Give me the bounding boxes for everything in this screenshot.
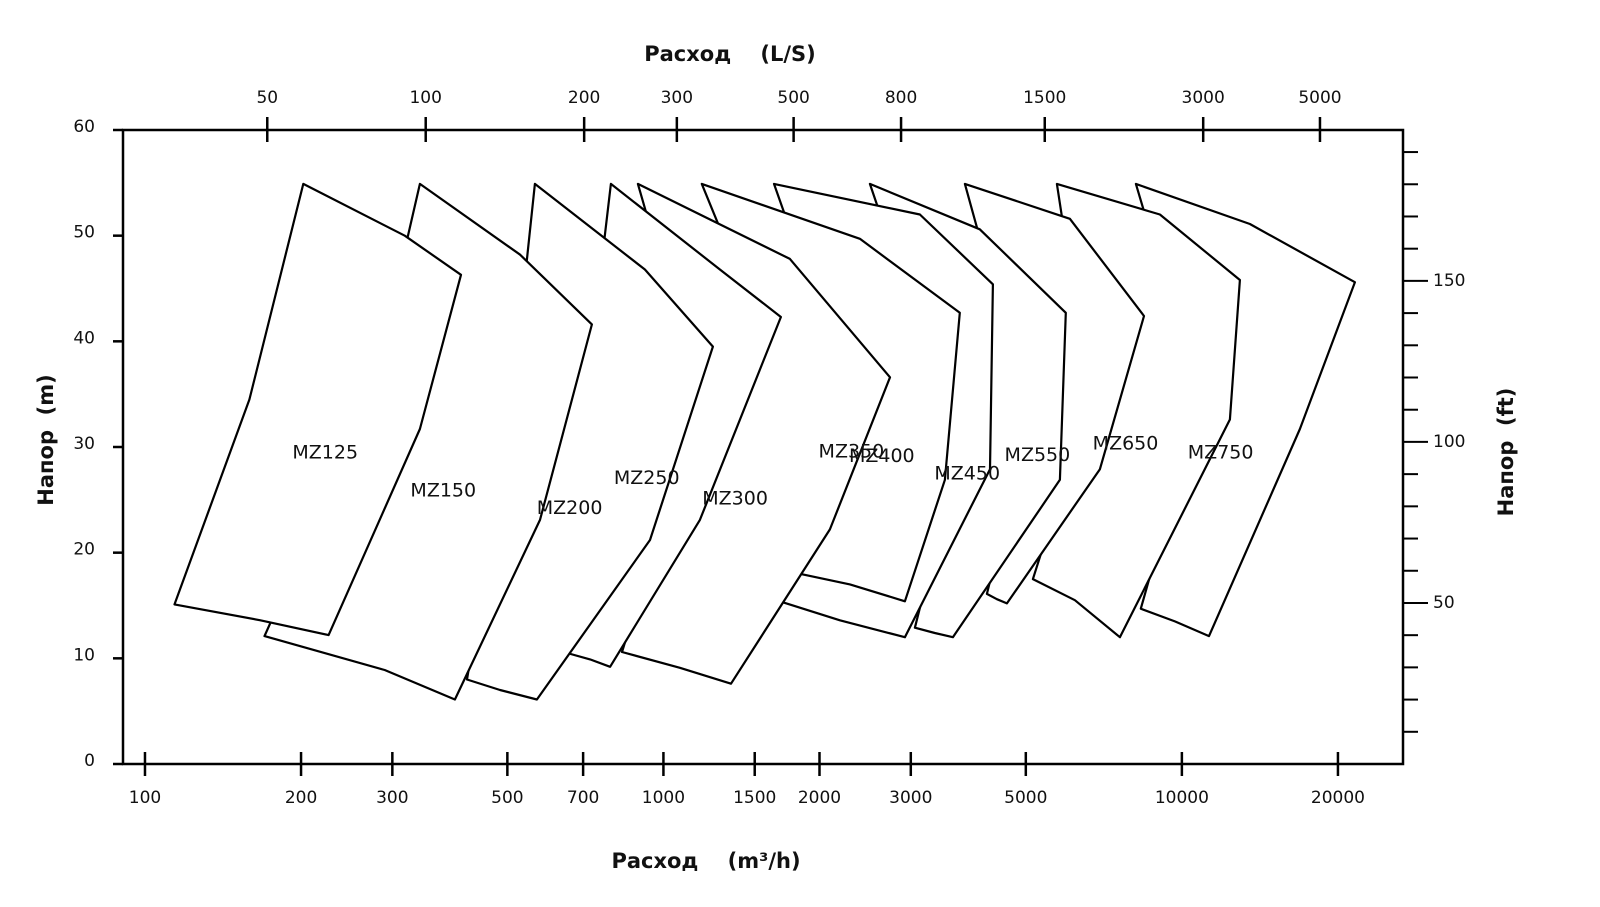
x2-tick-label: 100 [409,88,441,108]
zone-label: MZ400 [849,445,915,467]
zone-label: MZ200 [537,497,603,519]
x-tick-label: 1500 [733,788,776,808]
x2-tick-label: 800 [885,88,917,108]
x2-tick-label: 500 [777,88,809,108]
zone-label: MZ250 [614,467,680,489]
zone-label: MZ450 [934,463,1000,485]
y2-tick-label: 150 [1433,271,1465,291]
zone-label: MZ150 [410,480,476,502]
x2-tick-label: 200 [568,88,600,108]
x2-tick-label: 50 [256,88,278,108]
x-tick-label: 10000 [1155,788,1209,808]
x2-tick-label: 300 [661,88,693,108]
zone-label: MZ350 [819,440,885,462]
x-tick-label: 2000 [798,788,841,808]
x-tick-label: 700 [567,788,599,808]
zone [173,182,463,637]
y-tick-label: 0 [84,751,95,771]
y-tick-label: 40 [73,328,95,348]
y2-axis-title: Напор (ft) [1494,388,1518,517]
y-tick-label: 30 [73,434,95,454]
x2-axis-title: Расход (L/S) [644,42,816,66]
x-tick-label: 3000 [889,788,932,808]
y-tick-label: 20 [73,540,95,560]
zone-label: MZ125 [292,441,358,463]
x-axis-title: Расход (m³/h) [611,849,800,873]
zone-label: MZ750 [1188,442,1254,464]
x-tick-label: 200 [285,788,317,808]
x-tick-label: 5000 [1004,788,1047,808]
y2-tick-label: 50 [1433,593,1455,613]
zone-label: MZ550 [1005,444,1071,466]
y-tick-label: 50 [73,223,95,243]
zone-label: MZ300 [702,488,768,510]
x-tick-label: 20000 [1311,788,1365,808]
x2-tick-label: 5000 [1298,88,1341,108]
x-tick-label: 1000 [642,788,685,808]
x2-tick-label: 1500 [1023,88,1066,108]
zone-label: MZ650 [1093,433,1159,455]
y-tick-label: 60 [73,117,95,137]
x-tick-label: 500 [491,788,523,808]
axes: 100 200 300 500 700 1000 1500 2000 3000 5000 10000… [73,88,1465,808]
y2-tick-label: 100 [1433,432,1465,452]
x2-tick-label: 3000 [1182,88,1225,108]
x-tick-label: 300 [376,788,408,808]
x-tick-label: 100 [129,788,161,808]
y-axis-title: Напор (m) [34,374,58,505]
y-tick-label: 10 [73,645,95,665]
